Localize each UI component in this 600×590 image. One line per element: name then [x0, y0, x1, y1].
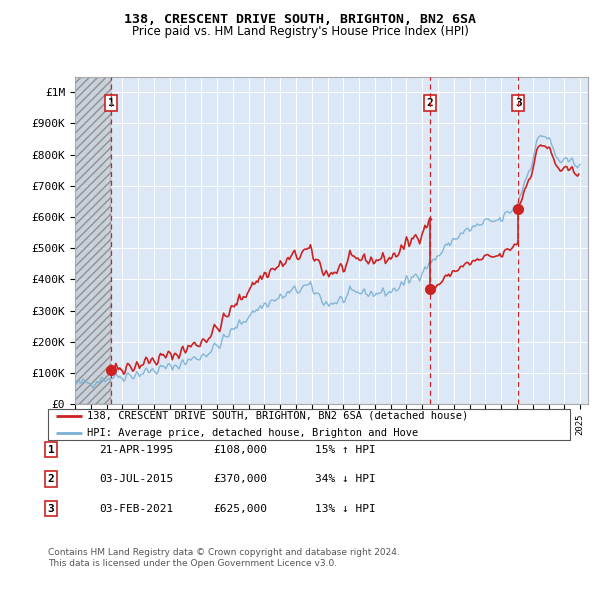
- Text: 138, CRESCENT DRIVE SOUTH, BRIGHTON, BN2 6SA: 138, CRESCENT DRIVE SOUTH, BRIGHTON, BN2…: [124, 13, 476, 26]
- Bar: [75, 77, 112, 404]
- Text: 1: 1: [108, 98, 115, 108]
- Text: £108,000: £108,000: [213, 445, 267, 454]
- Text: 1: 1: [47, 445, 55, 454]
- Text: 138, CRESCENT DRIVE SOUTH, BRIGHTON, BN2 6SA (detached house): 138, CRESCENT DRIVE SOUTH, BRIGHTON, BN2…: [87, 411, 469, 421]
- Text: HPI: Average price, detached house, Brighton and Hove: HPI: Average price, detached house, Brig…: [87, 428, 418, 438]
- Text: 3: 3: [47, 504, 55, 513]
- Text: 13% ↓ HPI: 13% ↓ HPI: [315, 504, 376, 513]
- Text: 3: 3: [515, 98, 521, 108]
- Text: 03-FEB-2021: 03-FEB-2021: [99, 504, 173, 513]
- Bar: [75, 77, 112, 404]
- Text: Price paid vs. HM Land Registry's House Price Index (HPI): Price paid vs. HM Land Registry's House …: [131, 25, 469, 38]
- Text: 34% ↓ HPI: 34% ↓ HPI: [315, 474, 376, 484]
- Text: 21-APR-1995: 21-APR-1995: [99, 445, 173, 454]
- FancyBboxPatch shape: [48, 409, 570, 440]
- Text: £625,000: £625,000: [213, 504, 267, 513]
- Text: £370,000: £370,000: [213, 474, 267, 484]
- Text: 03-JUL-2015: 03-JUL-2015: [99, 474, 173, 484]
- Text: 15% ↑ HPI: 15% ↑ HPI: [315, 445, 376, 454]
- Text: Contains HM Land Registry data © Crown copyright and database right 2024.: Contains HM Land Registry data © Crown c…: [48, 548, 400, 556]
- Text: 2: 2: [47, 474, 55, 484]
- Text: This data is licensed under the Open Government Licence v3.0.: This data is licensed under the Open Gov…: [48, 559, 337, 568]
- Text: 2: 2: [427, 98, 434, 108]
